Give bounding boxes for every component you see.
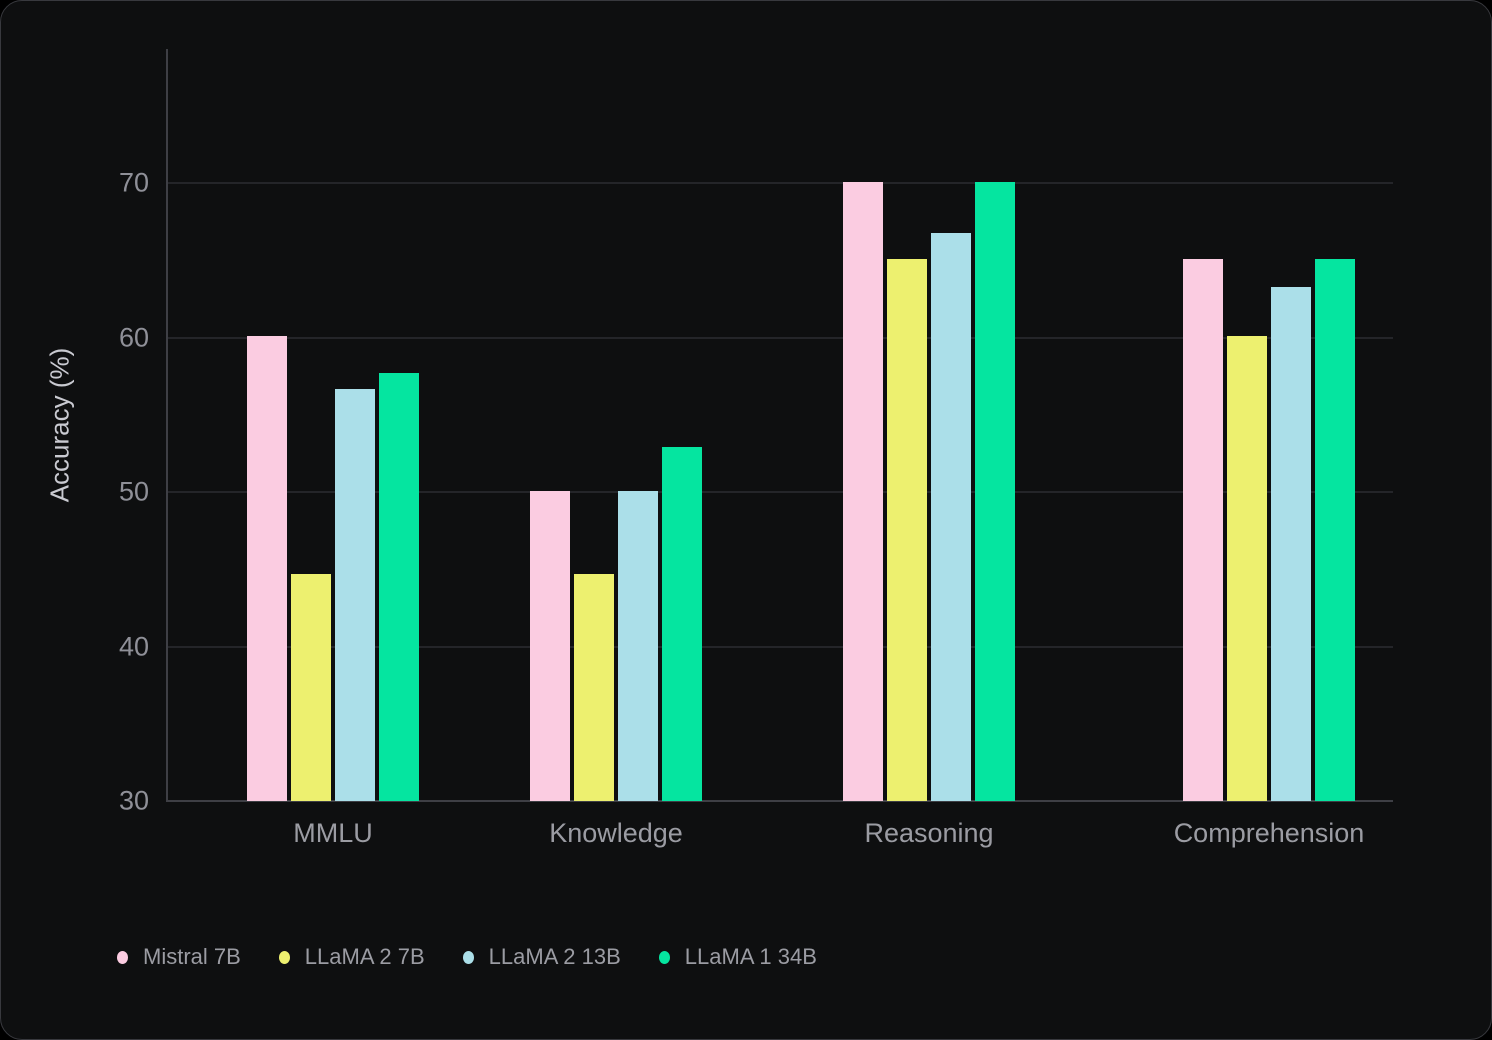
bar-llama-1-34b-reasoning	[975, 181, 1015, 801]
legend: Mistral 7B LLaMA 2 7B LLaMA 2 13B LLaMA 1 3…	[117, 942, 817, 972]
y-axis-line	[166, 49, 168, 802]
legend-dot-llama-2-13b	[462, 950, 474, 964]
y-tick-label-30: 30	[118, 785, 149, 816]
legend-item-llama-2-7b[interactable]: LLaMA 2 7B	[278, 944, 425, 969]
x-category-label-comprehension: Comprehension	[1173, 818, 1365, 848]
legend-dot-mistral-7b	[117, 950, 128, 964]
bar-llama-2-7b-reasoning	[887, 259, 927, 801]
bar-llama-2-13b-comprehension	[1271, 286, 1311, 801]
bar-llama-2-13b-mmlu	[335, 388, 375, 801]
gridline-70	[167, 182, 1393, 185]
bar-llama-2-13b-reasoning	[931, 232, 971, 801]
legend-label-llama-2-7b: LLaMA 2 7B	[304, 944, 425, 969]
bar-llama-2-13b-knowledge	[618, 490, 658, 801]
bar-llama-1-34b-knowledge	[662, 447, 702, 801]
y-tick-label-70: 70	[118, 167, 149, 198]
bar-llama-2-7b-knowledge	[574, 574, 614, 801]
legend-dot-llama-1-34b	[658, 950, 670, 964]
bar-llama-2-7b-comprehension	[1227, 336, 1267, 801]
x-category-label-reasoning: Reasoning	[864, 818, 994, 848]
x-axis-line	[166, 800, 1393, 802]
bar-llama-2-7b-mmlu	[291, 574, 331, 801]
legend-item-llama-2-13b[interactable]: LLaMA 2 13B	[462, 944, 621, 969]
x-category-label-knowledge: Knowledge	[549, 818, 683, 848]
x-category-label-mmlu: MMLU	[293, 818, 373, 848]
bar-llama-1-34b-mmlu	[379, 373, 419, 801]
gridline-50	[167, 491, 1393, 494]
bar-mistral-7b-reasoning	[843, 181, 883, 801]
y-axis-title: Accuracy (%)	[44, 347, 75, 503]
legend-dot-llama-2-7b	[278, 950, 290, 964]
legend-label-llama-2-13b: LLaMA 2 13B	[488, 944, 621, 969]
y-tick-label-50: 50	[118, 476, 149, 507]
legend-item-mistral-7b[interactable]: Mistral 7B	[117, 946, 241, 968]
bar-mistral-7b-knowledge	[530, 490, 570, 801]
bar-mistral-7b-comprehension	[1183, 259, 1223, 801]
bar-mistral-7b-mmlu	[247, 336, 287, 801]
legend-item-llama-1-34b[interactable]: LLaMA 1 34B	[658, 944, 817, 969]
bar-llama-1-34b-comprehension	[1315, 259, 1355, 801]
legend-label-mistral-7b: Mistral 7B	[143, 944, 241, 969]
gridline-40	[167, 645, 1393, 648]
legend-label-llama-1-34b: LLaMA 1 34B	[684, 944, 817, 969]
gridline-60	[167, 336, 1393, 339]
y-tick-label-60: 60	[118, 322, 149, 353]
y-tick-label-40: 40	[118, 631, 149, 662]
